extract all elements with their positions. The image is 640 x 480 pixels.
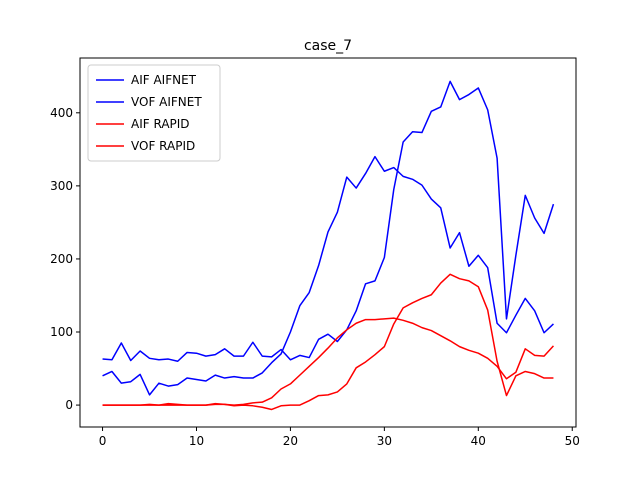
legend-label: AIF RAPID xyxy=(131,117,190,131)
series-line-4 xyxy=(102,317,555,406)
y-tick-label: 300 xyxy=(50,179,73,193)
y-tick-label: 100 xyxy=(50,325,73,339)
legend-label: VOF AIFNET xyxy=(131,95,202,109)
x-axis: 0 10 20 30 40 50 xyxy=(99,427,580,448)
series-lines xyxy=(102,80,555,411)
series-line-1 xyxy=(102,80,555,362)
x-tick-label: 30 xyxy=(377,434,392,448)
plot-border xyxy=(79,57,577,428)
series-line-3 xyxy=(102,273,554,411)
y-axis: 0 100 200 300 400 xyxy=(50,106,80,412)
x-tick-label: 0 xyxy=(99,434,107,448)
legend-label: AIF AIFNET xyxy=(131,73,197,87)
legend-label: VOF RAPID xyxy=(131,139,195,153)
legend-box xyxy=(87,64,221,162)
x-tick-label: 50 xyxy=(565,434,580,448)
x-tick-label: 10 xyxy=(189,434,204,448)
y-tick-label: 200 xyxy=(50,252,73,266)
x-tick-label: 40 xyxy=(471,434,486,448)
legend: AIF AIFNET VOF AIFNET AIF RAPID VOF RAPID xyxy=(87,64,221,162)
y-tick-label: 400 xyxy=(50,106,73,120)
plot-frame xyxy=(79,57,577,428)
series-line-2 xyxy=(102,155,554,396)
x-tick-label: 20 xyxy=(283,434,298,448)
y-tick-label: 0 xyxy=(65,398,73,412)
chart-title: case_7 xyxy=(304,38,352,54)
